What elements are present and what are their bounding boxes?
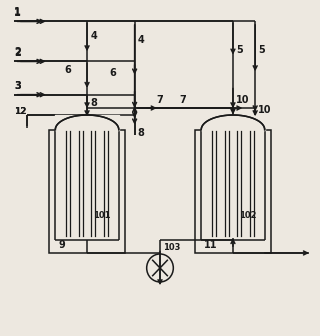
Text: 8: 8	[138, 128, 145, 138]
Text: 1: 1	[14, 7, 21, 17]
Text: 102: 102	[239, 211, 257, 220]
Text: 103: 103	[163, 243, 180, 252]
Text: 5: 5	[236, 45, 243, 55]
Bar	[49, 130, 125, 253]
Text: 2: 2	[14, 48, 21, 58]
Text: 6: 6	[109, 68, 116, 78]
Text: 3: 3	[14, 81, 21, 91]
Text: 10: 10	[258, 105, 272, 115]
Text: 4: 4	[90, 31, 97, 41]
Text: 12: 12	[14, 107, 27, 116]
Bar	[195, 130, 271, 253]
Text: 6: 6	[65, 65, 72, 75]
Text: 4: 4	[138, 35, 145, 45]
Text: 7: 7	[179, 95, 186, 105]
Text: 3: 3	[14, 81, 21, 91]
Text: 2: 2	[14, 47, 21, 57]
Text: 5: 5	[258, 45, 265, 55]
Text: 8: 8	[90, 98, 97, 108]
Text: 7: 7	[157, 95, 164, 105]
Text: 101: 101	[93, 211, 111, 220]
Text: 1: 1	[14, 8, 21, 18]
Text: 9: 9	[59, 240, 65, 250]
Text: 12: 12	[14, 107, 27, 116]
Text: 11: 11	[204, 240, 218, 250]
Text: 10: 10	[236, 95, 250, 105]
